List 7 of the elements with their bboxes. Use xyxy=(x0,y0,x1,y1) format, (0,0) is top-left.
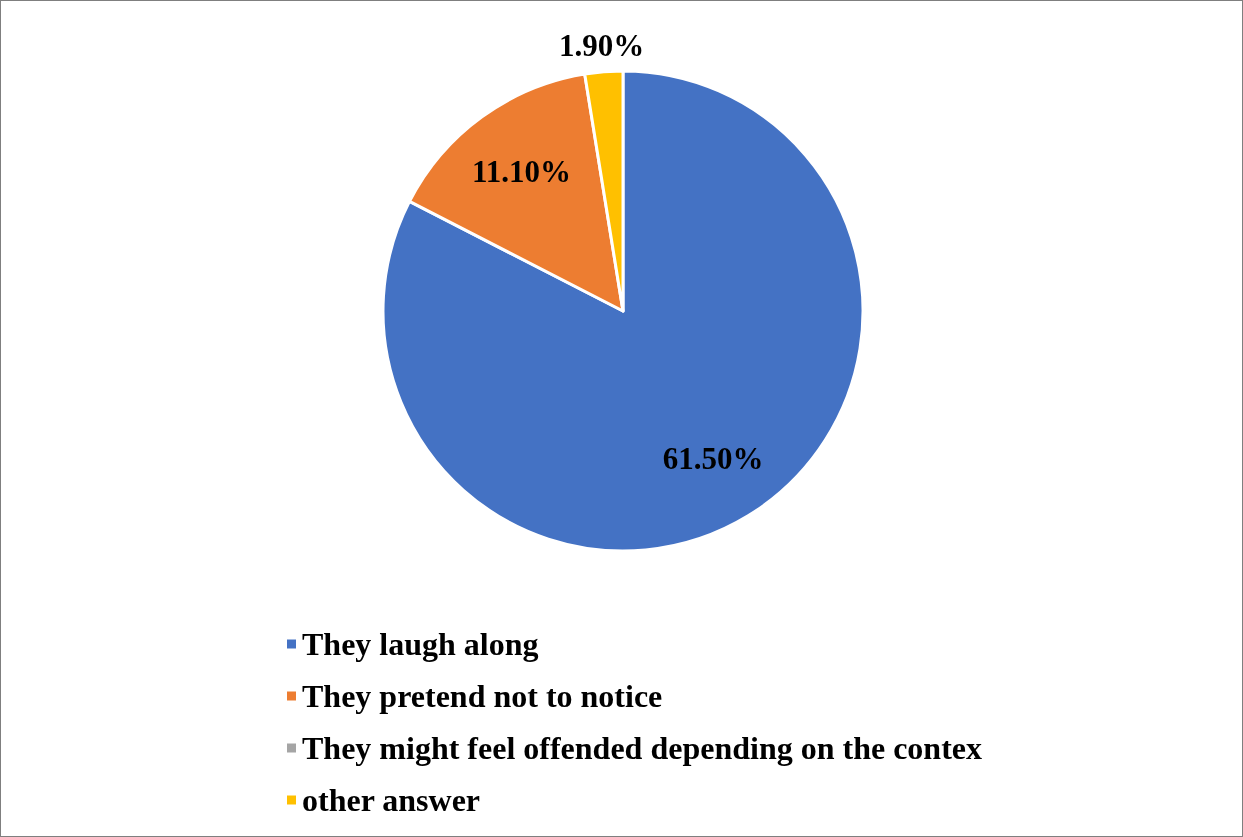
data-label: 61.50% xyxy=(662,440,764,476)
legend-label: They might feel offended depending on the contex xyxy=(302,730,982,766)
data-label: 11.10% xyxy=(471,153,571,189)
data-label: 1.90% xyxy=(559,28,645,64)
legend-label: They laugh along xyxy=(302,626,539,662)
legend-label: They pretend not to notice xyxy=(302,678,663,714)
legend-label: other answer xyxy=(302,782,481,818)
